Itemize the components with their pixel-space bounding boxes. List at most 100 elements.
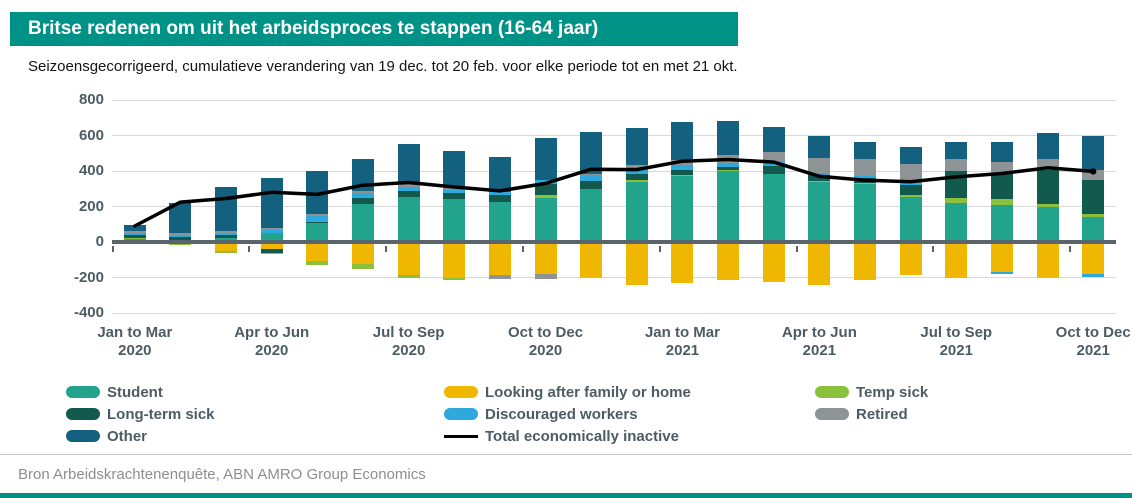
x-axis-label-year: 2021 — [1076, 342, 1110, 359]
bar-segment-long_term_sick — [397, 191, 420, 197]
bar-segment-long_term_sick — [808, 175, 831, 181]
bar-segment-discouraged_workers — [1082, 273, 1105, 278]
bar-segment-other — [397, 144, 420, 185]
bar-segment-looking_after_family_or_home — [762, 242, 785, 282]
bar-segment-discouraged_workers — [352, 193, 374, 198]
bar-segment-temp_sick — [625, 179, 648, 182]
bar-segment-student — [352, 203, 374, 242]
x-axis-label-year: 2021 — [665, 342, 700, 359]
bar-segment-student — [306, 223, 329, 242]
bar-segment-temp_sick — [260, 252, 283, 255]
bar-segment-retired — [534, 273, 557, 280]
bar-segment-other — [717, 121, 740, 156]
bar-segment-discouraged_workers — [990, 272, 1013, 274]
bar-segment-student — [443, 198, 466, 242]
retired-swatch — [815, 408, 849, 420]
bar-segment-retired — [990, 162, 1013, 174]
bar-segment-looking_after_family_or_home — [990, 242, 1013, 273]
bar-segment-other — [854, 141, 876, 160]
bar-segment-discouraged_workers — [123, 233, 146, 235]
bar-segment-retired — [899, 163, 922, 185]
discouraged_workers-swatch — [444, 408, 478, 420]
bar-segment-looking_after_family_or_home — [534, 242, 557, 274]
bar-segment-retired — [260, 227, 283, 230]
bar-segment-other — [945, 141, 968, 160]
bar-segment-retired — [717, 155, 740, 163]
bar-segment-retired — [306, 214, 329, 217]
x-axis-label-period: Oct to Dec — [508, 324, 584, 341]
bar-segment-retired — [808, 157, 831, 173]
legend-label: Other — [107, 427, 148, 445]
bar-segment-looking_after_family_or_home — [808, 242, 831, 285]
bar-segment-retired — [625, 164, 648, 168]
bar-segment-discouraged_workers — [671, 164, 694, 171]
bar-segment-long_term_sick — [306, 221, 329, 224]
bar-segment-other — [990, 141, 1013, 163]
bar-segment-long_term_sick — [488, 194, 511, 203]
bar-segment-temp_sick — [534, 194, 557, 198]
bar-segment-discouraged_workers — [534, 179, 557, 185]
bar-segment-other — [580, 131, 603, 174]
bar-segment-retired — [215, 231, 238, 234]
bar-segment-other — [1082, 136, 1105, 171]
x-axis-label-year: 2020 — [255, 342, 289, 359]
bar-segment-temp_sick — [1082, 213, 1105, 218]
bar-segment-temp_sick — [945, 197, 968, 203]
legend-item-discouraged_workers: Discouraged workers — [444, 403, 691, 425]
bar-segment-retired — [443, 186, 466, 190]
y-axis-tick-label: 200 — [78, 197, 104, 215]
bar-segment-retired — [854, 159, 876, 177]
bar-segment-looking_after_family_or_home — [671, 242, 694, 283]
bar-segment-student — [397, 196, 420, 242]
bar-segment-long_term_sick — [534, 184, 557, 195]
bar-segment-discouraged_workers — [397, 186, 420, 192]
legend-column: Student Long-term sick Other — [66, 381, 215, 447]
legend-item-student: Student — [66, 381, 215, 403]
bar-segment-long_term_sick — [717, 167, 740, 171]
y-axis-tick-label: -400 — [73, 304, 104, 321]
bar-segment-temp_sick — [854, 182, 876, 184]
bar-segment-looking_after_family_or_home — [945, 242, 968, 278]
bar-segment-long_term_sick — [762, 165, 785, 174]
x-axis-label: Apr to Jun 2020 — [217, 324, 327, 360]
bar-segment-long_term_sick — [671, 170, 694, 175]
bar-segment-discouraged_workers — [854, 176, 876, 179]
bar-segment-discouraged_workers — [443, 189, 466, 194]
bar-segment-looking_after_family_or_home — [1036, 242, 1059, 278]
bar-segment-discouraged_workers — [808, 172, 831, 176]
bar-segment-long_term_sick — [990, 173, 1013, 200]
bar-segment-student — [534, 197, 557, 242]
bar-segment-other — [260, 178, 283, 228]
bar-segment-retired — [1036, 159, 1059, 171]
bar-segment-retired — [488, 274, 511, 280]
bar-segment-student — [762, 173, 785, 242]
bar-segment-long_term_sick — [1036, 170, 1059, 204]
bar-segment-long_term_sick — [352, 197, 374, 204]
total-line-swatch — [444, 434, 478, 438]
bar-segment-other — [762, 126, 785, 153]
bar-segment-discouraged_workers — [306, 216, 329, 222]
bar-segment-retired — [352, 191, 374, 194]
bar-segment-looking_after_family_or_home — [1082, 242, 1105, 274]
legend-column: Temp sick Retired — [815, 381, 928, 425]
bar-segment-discouraged_workers — [625, 167, 648, 174]
bar-segment-student — [488, 202, 511, 242]
bar-segment-discouraged_workers — [260, 229, 283, 234]
legend-label: Temp sick — [856, 383, 929, 401]
bar-segment-retired — [671, 160, 694, 165]
bar-segment-discouraged_workers — [580, 175, 603, 181]
zero-axis-line — [112, 240, 1116, 244]
bar-segment-long_term_sick — [899, 185, 922, 195]
bar-segment-looking_after_family_or_home — [397, 242, 420, 275]
bar-segment-long_term_sick — [123, 234, 146, 238]
bar-segment-long_term_sick — [945, 171, 968, 198]
gridline — [112, 312, 1116, 314]
bar-segment-other — [625, 127, 648, 165]
bar-segment-looking_after_family_or_home — [352, 242, 374, 265]
y-axis-tick-label: -200 — [73, 268, 104, 286]
bar-segment-temp_sick — [671, 174, 694, 176]
bar-segment-student — [808, 181, 831, 242]
bar-segment-retired — [123, 231, 146, 234]
bar-segment-temp_sick — [123, 237, 146, 240]
bar-segment-discouraged_workers — [762, 162, 785, 166]
